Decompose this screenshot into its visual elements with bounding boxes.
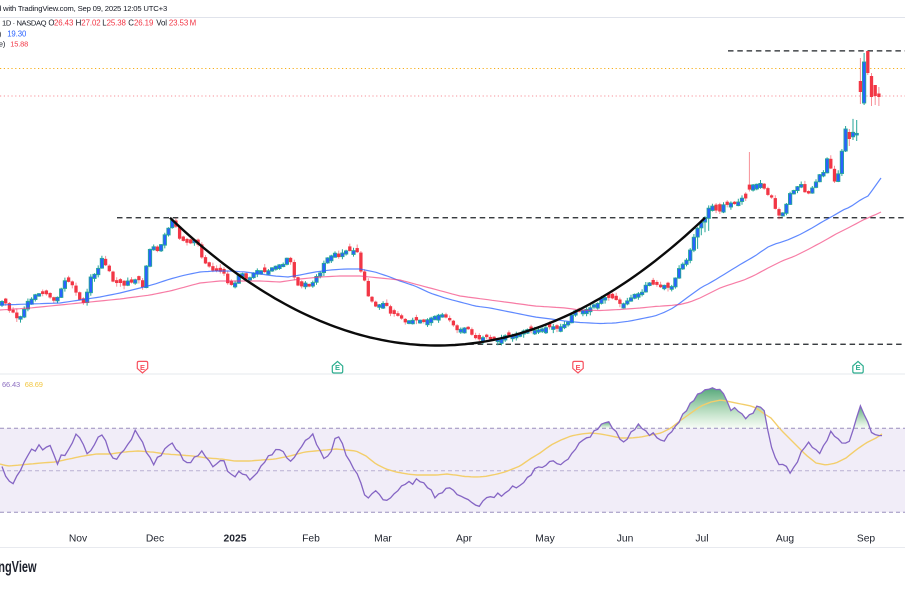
svg-text:May: May <box>535 534 555 545</box>
svg-text:E: E <box>855 363 860 372</box>
svg-text:Nov: Nov <box>69 534 88 545</box>
svg-text:25.38: 25.38 <box>107 19 127 28</box>
svg-text:Dec: Dec <box>146 534 164 545</box>
svg-text:O: O <box>48 19 54 28</box>
svg-text:27.02: 27.02 <box>81 19 100 28</box>
svg-text:Sep: Sep <box>857 534 876 545</box>
svg-text:26.19: 26.19 <box>134 19 154 28</box>
svg-text:C: C <box>128 19 134 28</box>
svg-text:E: E <box>140 363 145 372</box>
svg-text:Mar: Mar <box>374 534 392 545</box>
svg-text:Jul: Jul <box>695 534 708 545</box>
svg-text:Feb: Feb <box>302 534 320 545</box>
svg-text:): ) <box>0 29 1 38</box>
svg-text:e): e) <box>0 40 5 49</box>
svg-text:E: E <box>575 363 580 372</box>
svg-text:ngView: ngView <box>0 558 37 575</box>
svg-text:L: L <box>102 19 107 28</box>
svg-text:23.53 M: 23.53 M <box>169 19 196 28</box>
svg-text:26.43: 26.43 <box>54 19 74 28</box>
svg-text:Vol: Vol <box>156 19 167 28</box>
svg-text:19.30: 19.30 <box>7 29 27 38</box>
svg-text:66.43: 66.43 <box>2 380 20 389</box>
svg-text:1D · NASDAQ: 1D · NASDAQ <box>2 19 47 28</box>
svg-text:2025: 2025 <box>224 534 247 545</box>
svg-text:d with TradingView.com, Sep 09: d with TradingView.com, Sep 09, 2025 12:… <box>0 4 167 13</box>
svg-text:15.88: 15.88 <box>10 40 28 49</box>
svg-text:H: H <box>76 19 82 28</box>
svg-text:E: E <box>335 363 340 372</box>
svg-text:Jun: Jun <box>617 534 634 545</box>
svg-text:Aug: Aug <box>776 534 795 545</box>
svg-text:Apr: Apr <box>456 534 473 545</box>
svg-text:68.69: 68.69 <box>25 380 43 389</box>
